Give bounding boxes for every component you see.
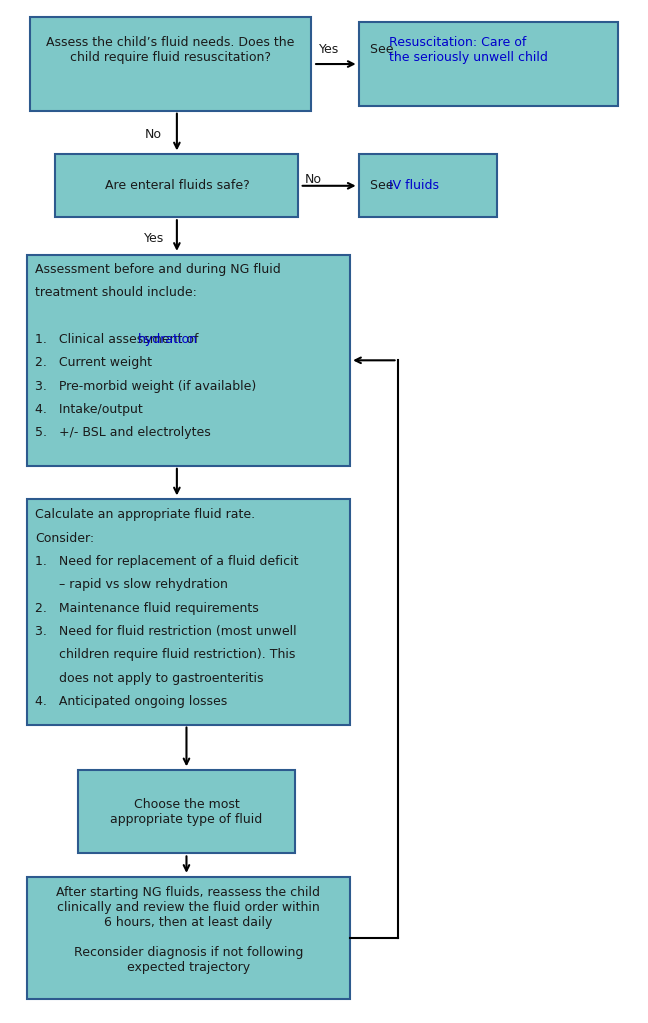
Text: Assessment before and during NG fluid: Assessment before and during NG fluid bbox=[35, 263, 281, 276]
Text: See: See bbox=[370, 43, 398, 56]
Text: Yes: Yes bbox=[144, 232, 164, 246]
FancyBboxPatch shape bbox=[359, 154, 497, 217]
FancyBboxPatch shape bbox=[27, 255, 349, 465]
FancyBboxPatch shape bbox=[27, 877, 349, 998]
Text: Resuscitation: Care of
the seriously unwell child: Resuscitation: Care of the seriously unw… bbox=[389, 36, 548, 63]
Text: hydration: hydration bbox=[138, 332, 198, 346]
Text: 3.   Need for fluid restriction (most unwell: 3. Need for fluid restriction (most unwe… bbox=[35, 625, 297, 638]
Text: No: No bbox=[145, 128, 162, 141]
Text: IV fluids: IV fluids bbox=[389, 179, 439, 192]
Text: does not apply to gastroenteritis: does not apply to gastroenteritis bbox=[35, 672, 263, 684]
Text: 3.   Pre-morbid weight (if available): 3. Pre-morbid weight (if available) bbox=[35, 380, 256, 393]
Text: Are enteral fluids safe?: Are enteral fluids safe? bbox=[104, 179, 249, 192]
Text: Yes: Yes bbox=[319, 43, 339, 56]
Text: 5.   +/- BSL and electrolytes: 5. +/- BSL and electrolytes bbox=[35, 427, 211, 439]
Text: After starting NG fluids, reassess the child
clinically and review the fluid ord: After starting NG fluids, reassess the c… bbox=[56, 886, 320, 974]
FancyBboxPatch shape bbox=[359, 23, 618, 105]
Text: Consider:: Consider: bbox=[35, 532, 94, 545]
Text: Choose the most
appropriate type of fluid: Choose the most appropriate type of flui… bbox=[110, 798, 262, 826]
Text: 1.   Clinical assessment of: 1. Clinical assessment of bbox=[35, 332, 202, 346]
Text: No: No bbox=[305, 173, 322, 185]
Text: Assess the child’s fluid needs. Does the
child require fluid resuscitation?: Assess the child’s fluid needs. Does the… bbox=[46, 36, 295, 63]
Text: 4.   Anticipated ongoing losses: 4. Anticipated ongoing losses bbox=[35, 696, 227, 708]
Text: treatment should include:: treatment should include: bbox=[35, 286, 197, 300]
Text: 2.   Maintenance fluid requirements: 2. Maintenance fluid requirements bbox=[35, 602, 259, 615]
FancyBboxPatch shape bbox=[55, 154, 299, 217]
Text: 2.   Current weight: 2. Current weight bbox=[35, 356, 152, 369]
Text: children require fluid restriction). This: children require fluid restriction). Thi… bbox=[35, 649, 295, 662]
Text: – rapid vs slow rehydration: – rapid vs slow rehydration bbox=[35, 578, 227, 591]
FancyBboxPatch shape bbox=[30, 17, 311, 110]
Text: 4.   Intake/output: 4. Intake/output bbox=[35, 403, 143, 416]
Text: See: See bbox=[370, 179, 398, 192]
Text: Calculate an appropriate fluid rate.: Calculate an appropriate fluid rate. bbox=[35, 508, 255, 522]
FancyBboxPatch shape bbox=[78, 770, 295, 853]
FancyBboxPatch shape bbox=[27, 499, 349, 724]
Text: 1.   Need for replacement of a fluid deficit: 1. Need for replacement of a fluid defic… bbox=[35, 555, 298, 568]
